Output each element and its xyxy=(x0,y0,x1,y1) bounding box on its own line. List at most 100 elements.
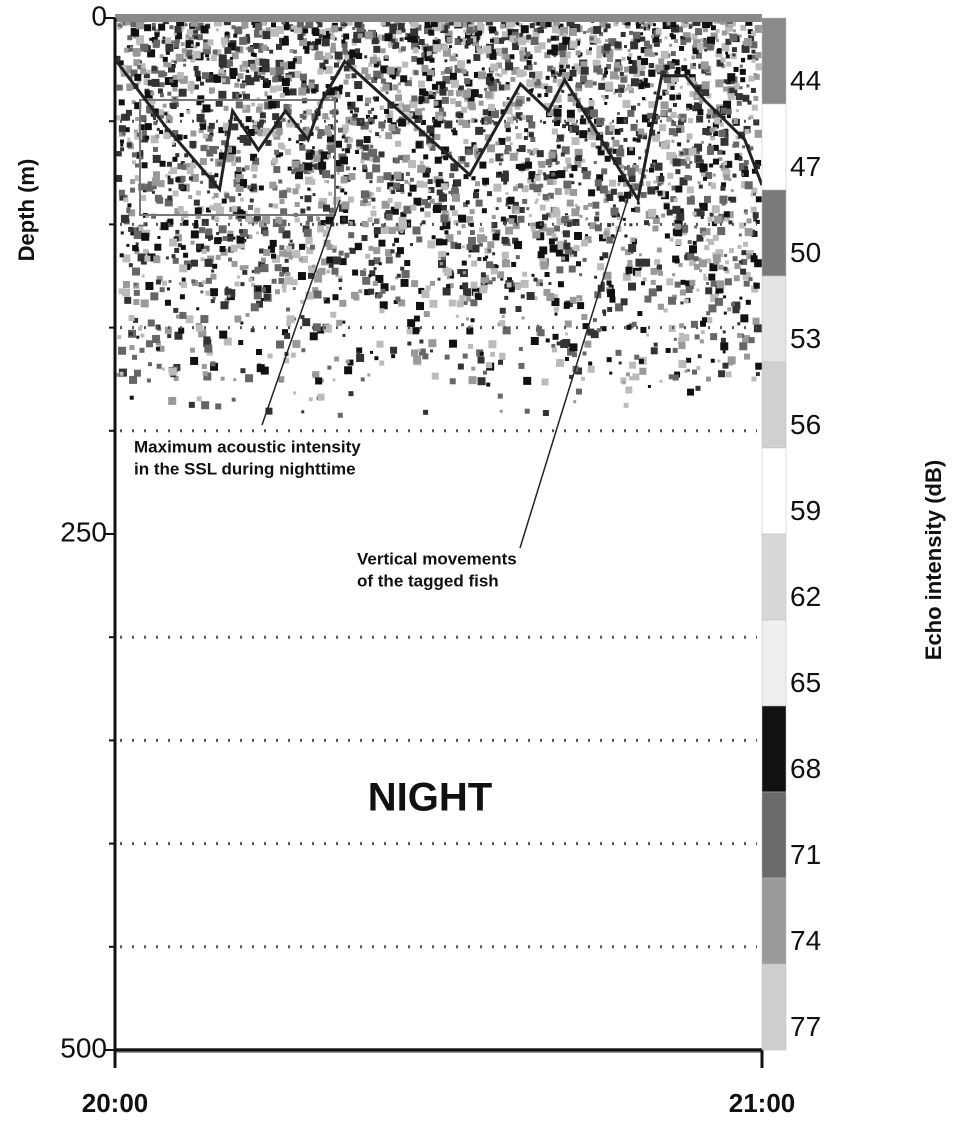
echo-speckle xyxy=(621,298,628,305)
echo-speckle xyxy=(424,311,430,317)
echo-speckle xyxy=(641,65,646,70)
echo-speckle xyxy=(441,71,445,75)
echo-speckle xyxy=(200,124,206,130)
colorbar-swatch xyxy=(762,878,786,964)
echo-speckle xyxy=(706,282,709,285)
echo-speckle xyxy=(312,146,315,149)
echo-speckle xyxy=(166,256,169,259)
echo-speckle xyxy=(427,240,435,248)
echo-speckle xyxy=(746,84,749,87)
echo-speckle xyxy=(446,284,450,288)
echo-speckle xyxy=(190,162,196,168)
echo-speckle xyxy=(237,73,243,79)
echo-speckle xyxy=(755,130,763,138)
echo-speckle xyxy=(135,163,139,167)
echo-speckle xyxy=(655,186,659,190)
echo-speckle xyxy=(295,217,300,222)
echo-speckle xyxy=(682,37,685,40)
echo-speckle xyxy=(407,342,411,346)
echo-speckle xyxy=(546,338,550,342)
echo-speckle xyxy=(581,67,589,75)
y-tick-label: 250 xyxy=(60,516,107,547)
echo-speckle xyxy=(452,194,460,202)
echo-speckle xyxy=(615,89,619,93)
echo-speckle xyxy=(530,23,535,28)
echo-speckle xyxy=(573,400,576,403)
echo-speckle xyxy=(253,43,259,49)
echo-speckle xyxy=(400,75,407,82)
echo-speckle xyxy=(286,307,290,311)
echo-speckle xyxy=(515,99,522,106)
echo-speckle xyxy=(232,261,238,267)
echo-speckle xyxy=(227,60,233,66)
annotation: Maximum acoustic intensity xyxy=(134,437,361,456)
echo-speckle xyxy=(695,386,700,391)
echo-speckle xyxy=(339,85,343,89)
echo-speckle xyxy=(526,207,529,210)
echo-speckle xyxy=(564,240,567,243)
echo-speckle xyxy=(231,161,236,166)
echo-speckle xyxy=(521,294,525,298)
echo-speckle xyxy=(159,82,164,87)
echo-speckle xyxy=(190,130,196,136)
colorbar-swatch xyxy=(762,534,786,620)
echo-speckle xyxy=(200,82,204,86)
echo-speckle xyxy=(700,339,704,343)
echo-speckle xyxy=(353,167,356,170)
echo-speckle xyxy=(739,157,743,161)
echo-speckle xyxy=(706,317,712,323)
echo-speckle xyxy=(391,190,395,194)
echo-speckle xyxy=(195,71,201,77)
echo-speckle xyxy=(467,38,473,44)
echo-speckle xyxy=(275,289,280,294)
echo-speckle xyxy=(592,202,599,209)
echo-speckle xyxy=(583,205,588,210)
echo-speckle xyxy=(455,243,461,249)
echo-speckle xyxy=(379,361,384,366)
echo-speckle xyxy=(354,81,362,89)
echo-speckle xyxy=(544,93,548,97)
echo-speckle xyxy=(292,161,299,168)
echo-speckle xyxy=(498,138,505,145)
echo-speckle xyxy=(564,301,570,307)
echo-speckle xyxy=(479,285,487,293)
echo-speckle xyxy=(255,23,262,30)
echo-speckle xyxy=(168,397,176,405)
echo-speckle xyxy=(701,38,704,41)
echo-speckle xyxy=(605,82,613,90)
echo-speckle xyxy=(395,94,402,101)
echo-speckle xyxy=(406,172,410,176)
echo-speckle xyxy=(206,150,213,157)
echo-speckle xyxy=(324,180,327,183)
colorbar-label: 77 xyxy=(790,1011,821,1042)
echo-speckle xyxy=(493,184,501,192)
colorbar-label: 71 xyxy=(790,839,821,870)
echo-speckle xyxy=(656,28,662,34)
echo-speckle xyxy=(510,142,513,145)
echo-speckle xyxy=(129,332,133,336)
echo-speckle xyxy=(376,341,383,348)
echo-speckle xyxy=(342,321,345,324)
echo-speckle xyxy=(170,167,177,174)
echo-speckle xyxy=(667,209,673,215)
echo-speckle xyxy=(713,254,721,262)
echo-speckle xyxy=(153,171,160,178)
echo-speckle xyxy=(189,402,195,408)
echo-speckle xyxy=(446,253,449,256)
echo-speckle xyxy=(562,72,569,79)
echo-speckle xyxy=(286,246,292,252)
echo-speckle xyxy=(256,107,262,113)
echo-speckle xyxy=(445,355,450,360)
echo-speckle xyxy=(748,117,751,120)
echo-speckle xyxy=(245,265,249,269)
echo-speckle xyxy=(310,245,315,250)
echo-speckle xyxy=(617,112,620,115)
echo-speckle xyxy=(621,247,625,251)
echo-speckle xyxy=(745,129,750,134)
echo-speckle xyxy=(285,259,289,263)
echo-speckle xyxy=(555,162,558,165)
echo-speckle xyxy=(572,66,575,69)
echo-speckle xyxy=(535,175,541,181)
echo-speckle xyxy=(669,94,675,100)
echo-speckle xyxy=(355,48,360,53)
